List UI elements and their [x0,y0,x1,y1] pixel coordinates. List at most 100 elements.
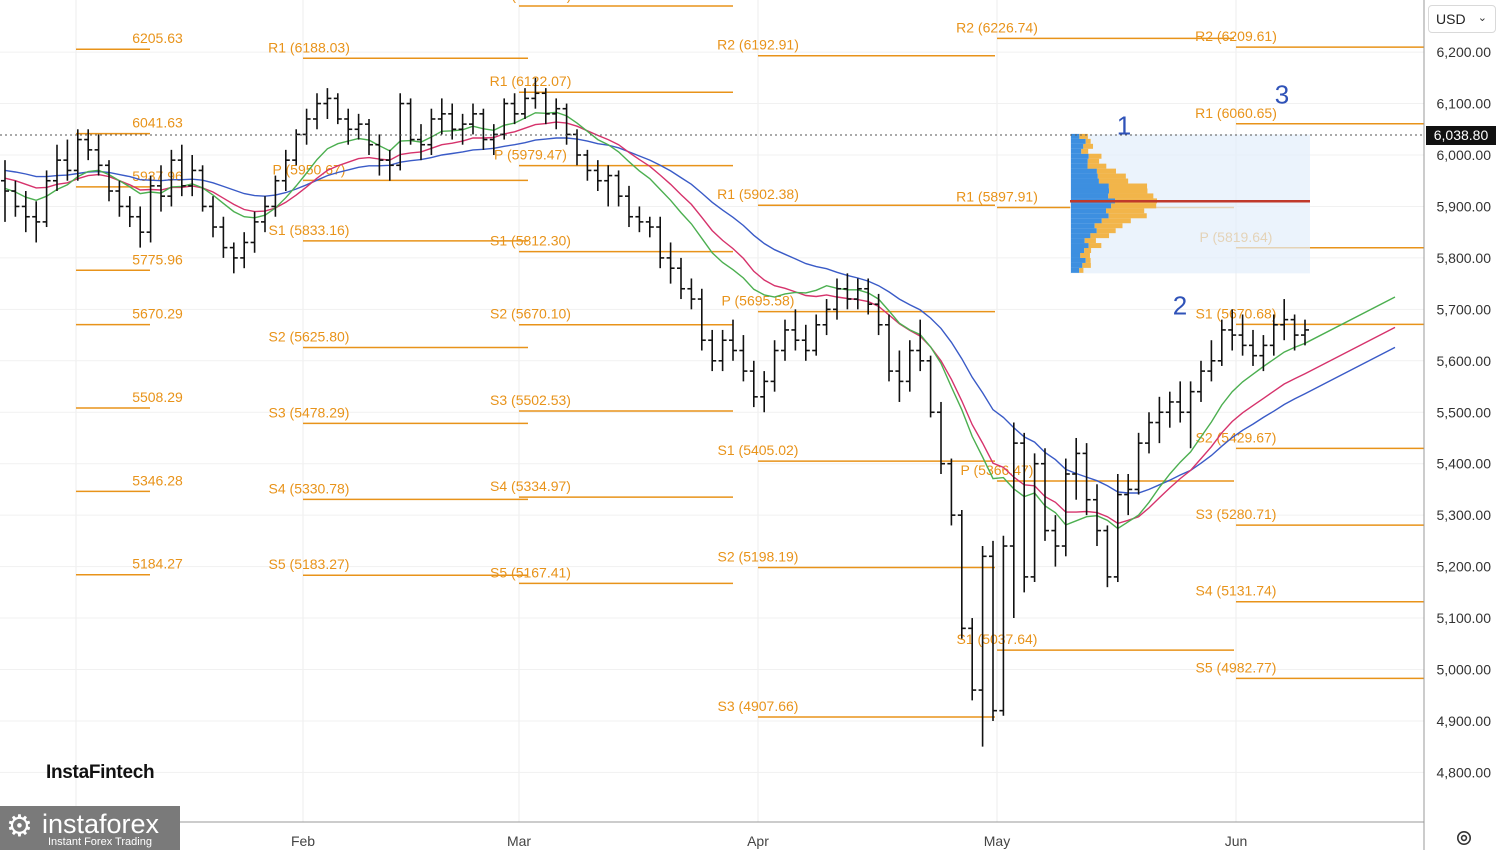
volume-bar-sell [1094,223,1123,229]
price-tick-label: 5,900.00 [1437,198,1492,214]
ohlc-bar [84,129,93,161]
ohlc-bar [500,98,509,140]
pivot-label: S2 (5670.10) [490,306,571,322]
price-tick-label: 5,300.00 [1437,507,1492,523]
pivot-label: S5 (4982.77) [1196,659,1277,675]
ohlc-bars [0,77,1424,747]
logo-gear-icon: ⚙ [6,810,33,843]
volume-bar-buy [1071,153,1089,159]
ohlc-bar [136,206,145,248]
volume-bar-sell [1080,252,1090,258]
ohlc-bar [1113,473,1122,583]
ohlc-bar [1228,309,1237,351]
price-tick-label: 4,800.00 [1437,764,1492,780]
currency-label: USD [1436,11,1466,27]
pivot-label: 5508.29 [132,389,183,405]
ohlc-bar [11,180,20,217]
ohlc-bar [781,319,789,361]
ohlc-bar [1061,458,1070,557]
ohlc-bar [105,160,113,202]
ohlc-bar [999,535,1008,716]
volume-bar-sell [1096,168,1116,174]
volume-bar-buy [1071,233,1091,239]
wave-label: 2 [1173,290,1187,320]
volume-bar-sell [1097,173,1126,179]
ohlc-bar [53,144,61,192]
volume-bar-buy [1071,203,1112,209]
ohlc-bar [833,278,841,320]
ohlc-bar [926,355,935,418]
pivot-label: R1 (6188.03) [268,39,350,55]
pivot-label: R2 (6209.61) [1195,28,1277,44]
volume-bar-buy [1071,262,1083,268]
ohlc-bar [240,232,249,269]
ohlc-bar [718,329,727,372]
volume-bar-buy [1071,163,1088,169]
volume-bar-buy [1071,143,1084,149]
ohlc-bar [1009,422,1018,619]
logo-tagline: Instant Forex Trading [48,836,152,848]
wave-label: 1 [1117,110,1131,140]
currency-selector[interactable]: USD ⌄ [1428,5,1496,33]
pivot-label: P (5366.47) [961,462,1034,478]
ohlc-bar [302,108,311,145]
ohlc-bar [21,191,30,233]
ohlc-bar [583,149,592,181]
volume-bar-sell [1088,243,1102,249]
volume-bar-buy [1071,213,1109,219]
pivot-levels: 6311.306205.636041.635937.965775.965670.… [76,0,1424,718]
ohlc-bar [209,196,217,238]
volume-bar-sell [1079,267,1084,273]
volume-bar-sell [1087,158,1100,164]
time-tick-label: Mar [507,833,531,849]
ohlc-bar [1290,314,1299,351]
pivot-label: R1 (5902.38) [717,186,799,202]
instaforex-logo: ⚙ instaforex Instant Forex Trading [0,806,180,850]
ohlc-bar [1082,443,1091,516]
ohlc-bar [625,185,633,228]
ohlc-bar [1093,484,1101,547]
price-tick-label: 5,500.00 [1437,404,1492,420]
ohlc-bar [1217,319,1226,366]
ohlc-bar [645,216,654,238]
ohlc-bar [188,155,197,197]
ohlc-bar [375,134,384,176]
wave-labels: 1 2 3 [1117,80,1289,321]
ohlc-bar [1103,525,1112,588]
ohlc-bar [146,175,155,243]
ohlc-bar [687,278,696,310]
price-tick-label: 5,800.00 [1437,250,1492,266]
ohlc-bar [885,314,893,382]
ohlc-bar [250,211,259,253]
gear-icon[interactable] [1455,829,1473,847]
ohlc-bar [791,309,800,351]
price-tick-label: 5,000.00 [1437,662,1492,678]
ohlc-bar [1145,412,1153,454]
volume-bar-sell [1108,193,1154,199]
ohlc-bar [1041,448,1049,541]
ohlc-bar [448,103,457,140]
brand-name: InstaFintech [46,762,155,783]
pivot-label: S1 (5670.68) [1196,305,1277,321]
ohlc-bar [1155,396,1164,444]
ohlc-bar [822,299,831,336]
pivot-label: R2 (6226.74) [956,19,1038,35]
price-tick-label: 5,400.00 [1437,456,1492,472]
ohlc-bar [1249,329,1257,366]
time-tick-label: May [984,833,1010,849]
ohlc-bar [125,196,134,228]
volume-bar-sell [1085,257,1091,263]
pivot-label: 6041.63 [132,115,183,131]
pivot-label: S5 (5183.27) [269,556,350,572]
pivot-label: R1 (6122.07) [490,73,572,89]
pivot-label: S4 (5334.97) [490,478,571,494]
volume-bar-sell [1085,138,1091,144]
pivot-label: 5775.96 [132,251,183,267]
ohlc-bar [635,206,644,233]
ohlc-bar [396,93,405,171]
pivot-label: R1 (5897.91) [956,189,1038,205]
volume-bar-buy [1071,173,1098,179]
volume-profile [1070,133,1310,274]
price-tick-label: 4,900.00 [1437,713,1492,729]
